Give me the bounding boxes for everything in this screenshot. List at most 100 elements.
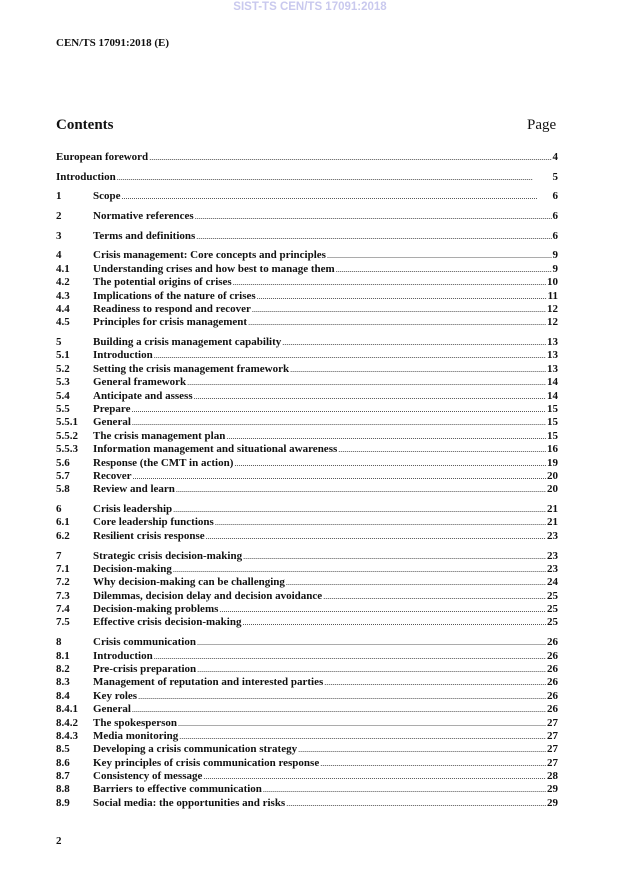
toc-entry-title[interactable]: Review and learn xyxy=(93,483,176,497)
toc-entry[interactable]: 8.4.2 The spokesperson 27 xyxy=(56,716,558,730)
toc-entry-title[interactable]: Normative references xyxy=(93,210,195,224)
toc-entry-page[interactable]: 13 xyxy=(547,336,558,349)
toc-entry-page[interactable]: 6 xyxy=(552,229,559,242)
toc-entry-page[interactable]: 5 xyxy=(552,170,559,183)
toc-entry[interactable]: 8 Crisis communication 26 xyxy=(56,636,558,650)
toc-entry-page[interactable]: 26 xyxy=(547,636,558,649)
toc-entry[interactable]: 8.4 Key roles 26 xyxy=(56,689,558,704)
toc-entry-title[interactable]: Introduction xyxy=(56,170,117,185)
toc-entry-title[interactable]: General xyxy=(93,416,132,430)
toc-entry-page[interactable]: 25 xyxy=(547,616,558,629)
toc-entry-title[interactable]: Readiness to respond and recover xyxy=(93,303,252,317)
toc-entry-page[interactable]: 26 xyxy=(547,649,558,662)
toc-entry[interactable]: 5.1 Introduction 13 xyxy=(56,349,558,363)
toc-entry[interactable]: 8.3 Management of reputation and interest… xyxy=(56,676,558,690)
toc-entry-title[interactable]: Consistency of message xyxy=(93,770,204,784)
toc-entry-page[interactable]: 10 xyxy=(547,276,558,289)
toc-entry[interactable]: 2 Normative references 6 xyxy=(56,210,559,224)
toc-entry[interactable]: 5.5 Prepare 15 xyxy=(56,403,558,417)
toc-entry-page[interactable]: 9 xyxy=(552,262,559,275)
toc-entry-title[interactable]: The spokesperson xyxy=(93,716,179,730)
toc-entry-title[interactable]: Response (the CMT in action) xyxy=(93,456,235,470)
toc-entry-title[interactable]: Implications of the nature of crises xyxy=(93,289,257,303)
toc-entry-page[interactable]: 15 xyxy=(547,416,558,429)
toc-entry-title[interactable]: Scope xyxy=(93,190,122,204)
toc-entry[interactable]: 5.6 Response (the CMT in action) 19 xyxy=(56,456,558,470)
toc-entry-page[interactable]: 26 xyxy=(547,676,558,689)
toc-entry-page[interactable]: 19 xyxy=(547,456,558,469)
toc-entry[interactable]: 7 Strategic crisis decision-making 23 xyxy=(56,549,558,563)
toc-entry-page[interactable]: 28 xyxy=(547,770,558,783)
toc-entry-page[interactable]: 12 xyxy=(547,316,558,329)
toc-entry-title[interactable]: Resilient crisis response xyxy=(93,529,206,544)
toc-entry[interactable]: 8.2 Pre-crisis preparation 26 xyxy=(56,662,558,677)
toc-entry[interactable]: 8.9 Social media: the opportunities and r… xyxy=(56,796,558,811)
toc-entry-page[interactable]: 14 xyxy=(547,376,558,389)
toc-entry-title[interactable]: Decision-making problems xyxy=(93,603,220,617)
toc-entry[interactable]: 7.2 Why decision-making can be challengin… xyxy=(56,576,558,590)
toc-entry-page[interactable]: 27 xyxy=(547,716,558,729)
toc-entry[interactable]: 4 Crisis management: Core concepts and pr… xyxy=(56,249,558,263)
toc-entry-title[interactable]: Crisis leadership xyxy=(93,503,174,517)
toc-entry-page[interactable]: 15 xyxy=(547,403,558,416)
toc-entry-title[interactable]: Terms and definitions xyxy=(93,229,197,244)
toc-entry[interactable]: 3 Terms and definitions 6 xyxy=(56,229,559,244)
toc-entry-title[interactable]: Setting the crisis management framework xyxy=(93,362,291,377)
toc-entry[interactable]: 6.1 Core leadership functions 21 xyxy=(56,516,558,530)
toc-entry-page[interactable]: 13 xyxy=(547,349,558,362)
toc-entry[interactable]: 1 Scope 6 xyxy=(56,190,558,204)
toc-entry-page[interactable]: 23 xyxy=(547,549,558,562)
toc-entry[interactable]: 5 Building a crisis management capability… xyxy=(56,336,558,350)
toc-entry-page[interactable]: 13 xyxy=(547,362,558,375)
toc-entry[interactable]: 4.2 The potential origins of crises 10 xyxy=(56,276,558,290)
toc-entry-page[interactable]: 12 xyxy=(547,303,558,315)
toc-entry[interactable]: 6 Crisis leadership 21 xyxy=(56,503,558,517)
toc-entry-title[interactable]: European foreword xyxy=(56,151,150,165)
toc-entry-page[interactable]: 23 xyxy=(547,562,558,575)
toc-entry-page[interactable]: 23 xyxy=(547,529,558,542)
toc-entry[interactable]: 7.5 Effective crisis decision-making 25 xyxy=(56,616,558,630)
toc-entry-title[interactable]: General xyxy=(93,703,132,717)
toc-entry[interactable]: 4.4 Readiness to respond and recover 12 xyxy=(56,303,558,317)
toc-entry-page[interactable]: 24 xyxy=(547,576,558,589)
toc-entry-title[interactable]: Decision-making xyxy=(93,562,173,577)
toc-entry[interactable]: 8.6 Key principles of crisis communicatio… xyxy=(56,756,558,771)
toc-entry-title[interactable]: Dilemmas, decision delay and decision av… xyxy=(93,589,324,604)
toc-entry-page[interactable]: 25 xyxy=(547,589,558,602)
toc-entry-title[interactable]: Introduction xyxy=(93,649,154,663)
toc-entry-title[interactable]: Introduction xyxy=(93,349,154,363)
toc-entry-page[interactable]: 15 xyxy=(547,429,558,442)
toc-entry[interactable]: 5.5.2 The crisis management plan 15 xyxy=(56,429,558,444)
toc-entry[interactable]: 6.2 Resilient crisis response 23 xyxy=(56,529,558,544)
toc-entry-title[interactable]: Barriers to effective communication xyxy=(93,783,263,797)
toc-entry-page[interactable]: 14 xyxy=(547,389,558,402)
toc-entry-title[interactable]: Crisis management: Core concepts and pri… xyxy=(93,249,327,263)
toc-entry-page[interactable]: 27 xyxy=(547,743,558,756)
toc-entry[interactable]: 7.3 Dilemmas, decision delay and decision… xyxy=(56,589,558,604)
toc-entry[interactable]: 8.4.1 General 26 xyxy=(56,703,558,717)
toc-entry[interactable]: 5.5.3 Information management and situatio… xyxy=(56,443,558,457)
toc-entry-page[interactable]: 4 xyxy=(552,151,559,163)
toc-entry-title[interactable]: General framework xyxy=(93,376,188,390)
toc-entry-page[interactable]: 16 xyxy=(547,443,558,456)
toc-entry[interactable]: 5.7 Recover 20 xyxy=(56,469,558,484)
toc-entry-page[interactable]: 21 xyxy=(547,516,558,529)
toc-entry[interactable]: 5.8 Review and learn 20 xyxy=(56,483,558,497)
toc-entry[interactable]: 7.4 Decision-making problems 25 xyxy=(56,603,558,617)
toc-entry-page[interactable]: 20 xyxy=(547,469,558,482)
toc-entry[interactable]: 4.1 Understanding crises and how best to … xyxy=(56,262,559,277)
toc-entry-title[interactable]: Developing a crisis communication strate… xyxy=(93,743,299,757)
toc-entry[interactable]: 5.4 Anticipate and assess 14 xyxy=(56,389,558,404)
toc-entry[interactable]: 4.5 Principles for crisis management 12 xyxy=(56,316,558,330)
toc-entry[interactable]: 5.5.1 General 15 xyxy=(56,416,558,430)
toc-entry-page[interactable]: 25 xyxy=(547,603,558,616)
toc-entry[interactable]: 8.1 Introduction 26 xyxy=(56,649,558,663)
toc-entry-page[interactable]: 27 xyxy=(547,756,558,769)
toc-entry[interactable]: 4.3 Implications of the nature of crises 1… xyxy=(56,289,558,303)
toc-entry-title[interactable]: Social media: the opportunities and risk… xyxy=(93,796,287,811)
toc-entry-title[interactable]: Key principles of crisis communication r… xyxy=(93,756,321,771)
toc-entry-page[interactable]: 11 xyxy=(547,289,558,302)
toc-entry[interactable]: 5.3 General framework 14 xyxy=(56,376,558,390)
toc-entry-page[interactable]: 6 xyxy=(552,210,559,223)
toc-entry-title[interactable]: Anticipate and assess xyxy=(93,389,194,404)
